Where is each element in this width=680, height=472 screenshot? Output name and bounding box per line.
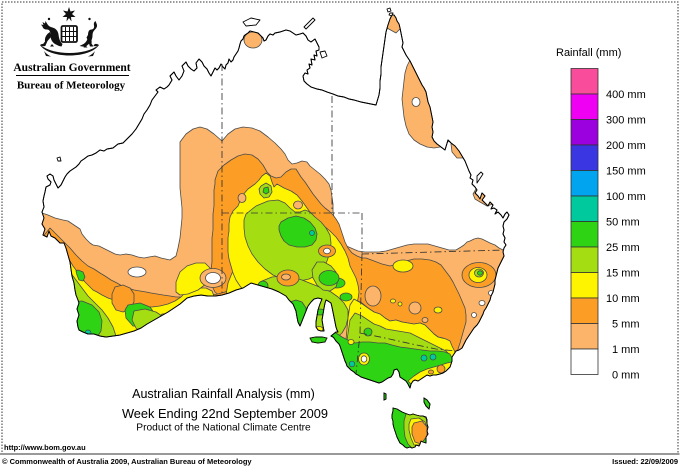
svg-text:Australian Government: Australian Government bbox=[13, 62, 130, 74]
svg-text:150 mm: 150 mm bbox=[606, 166, 646, 178]
svg-text:1 mm: 1 mm bbox=[612, 344, 640, 356]
svg-text:0 mm: 0 mm bbox=[612, 370, 640, 382]
svg-text:400 mm: 400 mm bbox=[606, 89, 646, 101]
svg-text:Product of the National Climat: Product of the National Climate Centre bbox=[136, 423, 311, 434]
svg-text:5 mm: 5 mm bbox=[612, 319, 640, 331]
svg-text:50 mm: 50 mm bbox=[606, 217, 640, 229]
svg-text:Rainfall (mm): Rainfall (mm) bbox=[556, 47, 621, 59]
svg-text:Issued: 22/09/2009: Issued: 22/09/2009 bbox=[612, 457, 678, 466]
svg-text:200 mm: 200 mm bbox=[606, 140, 646, 152]
svg-text:© Commonwealth of Australia 20: © Commonwealth of Australia 2009, Austra… bbox=[2, 457, 252, 466]
svg-text:Bureau of Meteorology: Bureau of Meteorology bbox=[17, 80, 126, 92]
svg-text:http://www.bom.gov.au: http://www.bom.gov.au bbox=[4, 443, 86, 452]
svg-text:10 mm: 10 mm bbox=[606, 293, 640, 305]
svg-text:15 mm: 15 mm bbox=[606, 268, 640, 280]
svg-text:25 mm: 25 mm bbox=[606, 242, 640, 254]
svg-text:100 mm: 100 mm bbox=[606, 191, 646, 203]
svg-text:Australian Rainfall Analysis (: Australian Rainfall Analysis (mm) bbox=[132, 387, 315, 401]
svg-text:300 mm: 300 mm bbox=[606, 115, 646, 127]
svg-text:Week Ending 22nd September 200: Week Ending 22nd September 2009 bbox=[122, 406, 328, 421]
